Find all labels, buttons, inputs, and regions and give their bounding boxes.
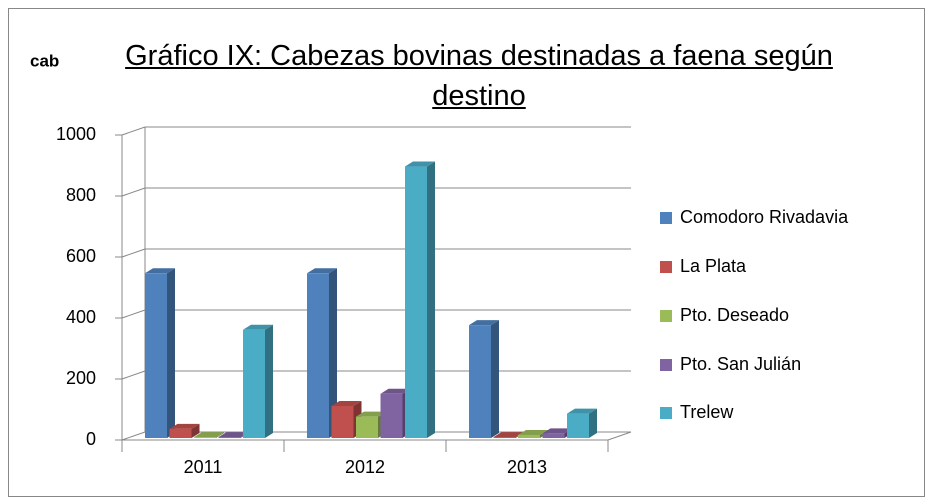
y-tick-label: 200 — [66, 368, 96, 388]
bar-top — [405, 161, 435, 167]
bar-side — [491, 320, 499, 438]
chart-title: Gráfico IX: Cabezas bovinas destinadas a… — [125, 40, 833, 112]
bar — [218, 437, 241, 438]
legend-swatch — [660, 261, 672, 273]
legend-swatch — [660, 212, 672, 224]
bar-side — [216, 432, 224, 438]
y-tick-label: 600 — [66, 246, 96, 266]
x-tick-label: 2012 — [345, 457, 385, 477]
bar — [243, 329, 265, 438]
bar-top — [380, 388, 411, 394]
bar — [356, 416, 378, 438]
bar-top — [567, 408, 597, 414]
bar — [469, 325, 491, 438]
bar — [405, 166, 427, 439]
bar-top — [218, 432, 249, 438]
x-tick-label: 2011 — [184, 457, 223, 477]
y-tick-label: 1000 — [56, 124, 96, 144]
bar — [518, 434, 540, 438]
legend-label: La Plata — [680, 256, 747, 276]
bar — [169, 428, 192, 438]
bar-top — [356, 411, 386, 417]
bar-side — [589, 408, 597, 438]
legend-label: Trelew — [680, 402, 734, 422]
bar-top — [145, 268, 175, 274]
bar — [380, 393, 403, 438]
bar — [194, 437, 216, 438]
y-tick-label: 400 — [66, 307, 96, 327]
bar — [567, 413, 589, 438]
grid-line-side — [121, 248, 146, 258]
bar-top — [518, 429, 548, 435]
bar-top — [469, 320, 499, 326]
bar — [145, 273, 167, 438]
legend-label: Pto. San Julián — [680, 354, 801, 374]
grid-line-side — [121, 370, 146, 380]
bar-side — [167, 268, 175, 438]
bar-side — [427, 161, 435, 439]
grid-line-side — [121, 431, 146, 441]
bar-side — [191, 423, 200, 438]
bar-top — [307, 268, 337, 274]
bar-side — [329, 268, 337, 438]
y-axis-label: cab — [30, 51, 59, 70]
grid-line-side — [121, 187, 146, 197]
legend-label: Comodoro Rivadavia — [680, 207, 849, 227]
bar — [307, 273, 329, 438]
bar-top — [542, 428, 573, 434]
legend-swatch — [660, 359, 672, 371]
grid-line-side — [121, 126, 146, 136]
bar-top — [169, 423, 200, 429]
bar-top — [493, 432, 524, 438]
legend-label: Pto. Deseado — [680, 305, 789, 325]
legend-swatch — [660, 310, 672, 322]
bar — [331, 405, 354, 438]
y-tick-label: 0 — [86, 429, 96, 449]
grid-line-side — [121, 309, 146, 319]
x-tick-label: 2013 — [507, 457, 547, 477]
bar — [493, 437, 516, 438]
bar-top — [243, 324, 273, 330]
bar-top — [331, 400, 362, 406]
bar-top — [194, 432, 224, 438]
bar — [542, 433, 565, 438]
bar-side — [265, 324, 273, 438]
y-tick-label: 800 — [66, 185, 96, 205]
legend-swatch — [660, 407, 672, 419]
